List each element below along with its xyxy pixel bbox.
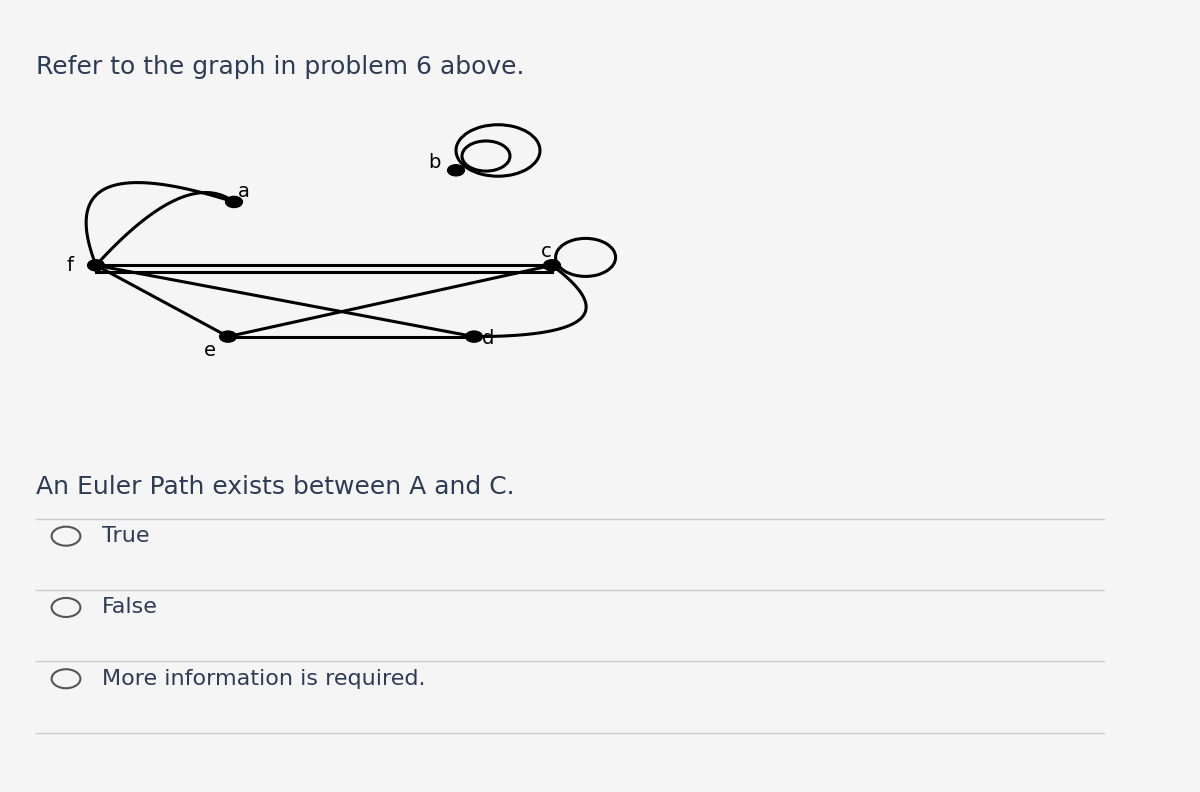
Text: False: False [102, 597, 158, 618]
Circle shape [544, 260, 560, 271]
Circle shape [466, 331, 482, 342]
Circle shape [448, 165, 464, 176]
Text: More information is required.: More information is required. [102, 668, 426, 689]
Circle shape [88, 260, 104, 271]
Text: e: e [204, 341, 216, 360]
Text: f: f [66, 256, 73, 275]
Text: a: a [238, 182, 250, 201]
Text: c: c [541, 242, 551, 261]
Text: b: b [428, 153, 440, 172]
Circle shape [226, 196, 242, 208]
Circle shape [220, 331, 236, 342]
Text: Refer to the graph in problem 6 above.: Refer to the graph in problem 6 above. [36, 55, 524, 79]
Text: d: d [482, 329, 494, 348]
Text: True: True [102, 526, 150, 546]
Text: An Euler Path exists between A and C.: An Euler Path exists between A and C. [36, 475, 515, 499]
